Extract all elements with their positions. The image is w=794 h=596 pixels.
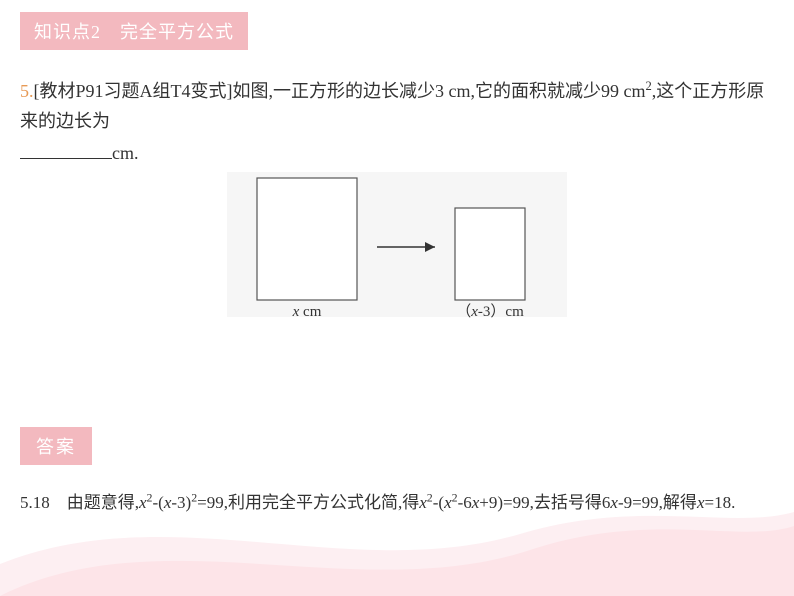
ans-f: -3) (171, 493, 191, 512)
badge-title: 完全平方公式 (120, 22, 234, 42)
answer-blank (20, 145, 112, 159)
small-square-label: （x-3）cm (456, 303, 524, 320)
small-square (455, 208, 525, 300)
ans-n: -6 (458, 493, 472, 512)
figure-block: x cm （x-3）cm (20, 172, 774, 327)
ans-a: 5.18 由题意得, (20, 493, 139, 512)
problem-unit: cm. (112, 143, 139, 163)
curve-back (0, 512, 794, 596)
content-area: 知识点2 完全平方公式 5.[教材P91习题A组T4变式]如图,一正方形的边长减… (0, 0, 794, 519)
answer-body: 5.18 由题意得,x2-(x-3)2=99,利用完全平方公式化简,得x2-(x… (20, 487, 774, 519)
ans-k: -( (433, 493, 444, 512)
ans-p: +9)=99,去括号得6 (479, 493, 610, 512)
answer-section: 答案 5.18 由题意得,x2-(x-3)2=99,利用完全平方公式化简,得x2… (20, 427, 774, 519)
ans-q: x (610, 493, 618, 512)
knowledge-badge: 知识点2 完全平方公式 (20, 12, 248, 50)
ans-h: =99,利用完全平方公式化简,得 (197, 493, 419, 512)
problem-text-1: 如图,一正方形的边长减少3 cm,它的面积就减少99 cm (233, 81, 646, 101)
ans-d: -( (153, 493, 164, 512)
ans-l: x (444, 493, 452, 512)
curve-front (0, 526, 794, 596)
ans-r: -9=99,解得 (618, 493, 697, 512)
ans-b: x (139, 493, 147, 512)
problem-source: [教材P91习题A组T4变式] (34, 81, 233, 101)
ans-t: =18. (704, 493, 735, 512)
badge-prefix: 知识点2 (34, 22, 101, 42)
knowledge-header: 知识点2 完全平方公式 (20, 12, 774, 50)
figure-svg: x cm （x-3）cm (227, 172, 567, 322)
problem-number: 5. (20, 81, 34, 101)
large-square (257, 178, 357, 300)
answer-badge: 答案 (20, 427, 92, 465)
ans-i: x (419, 493, 427, 512)
problem-block: 5.[教材P91习题A组T4变式]如图,一正方形的边长减少3 cm,它的面积就减… (20, 76, 774, 168)
large-square-label: x cm (292, 304, 322, 320)
